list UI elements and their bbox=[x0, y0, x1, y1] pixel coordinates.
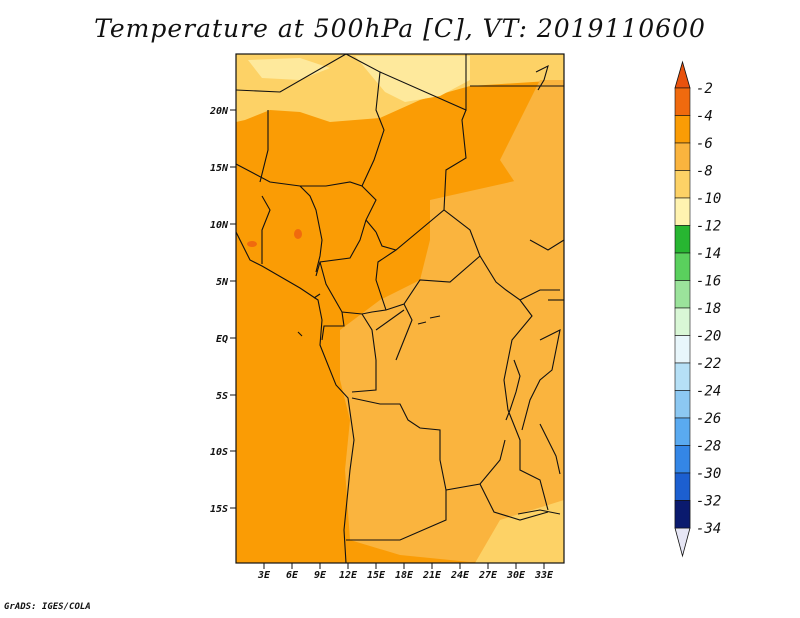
lon-tick-15e: 15E bbox=[367, 563, 386, 581]
lon-tick-27e: 27E bbox=[478, 563, 498, 581]
colorbar-box-17 bbox=[674, 500, 691, 529]
chart-title: Temperature at 500hPa [C], VT: 201911060… bbox=[94, 14, 706, 43]
lon-tick-12e: 12E bbox=[339, 563, 358, 581]
colorbar-labels: -2 -4 -6 -8 -10 -12 -14 -16 -18 -20 -22 … bbox=[696, 81, 721, 537]
lon-tick-3e: 3E bbox=[257, 563, 271, 581]
colorbar: -2 -4 -6 -8 -10 -12 -14 -16 -18 -20 -22 … bbox=[674, 60, 721, 558]
colorbar-label-m32: -32 bbox=[696, 494, 721, 510]
colorbar-bottom-arrow bbox=[674, 527, 691, 558]
colorbar-box-6 bbox=[674, 225, 691, 254]
colorbar-box-7 bbox=[674, 252, 691, 281]
map-frame bbox=[235, 53, 565, 564]
colorbar-label-m28: -28 bbox=[696, 439, 721, 455]
colorbar-label-m2: -2 bbox=[696, 81, 713, 97]
colorbar-label-m10: -10 bbox=[696, 191, 721, 207]
colorbar-label-m26: -26 bbox=[696, 411, 721, 427]
lon-label-24e: 24E bbox=[450, 570, 470, 581]
lon-tick-24e: 24E bbox=[450, 563, 470, 581]
colorbar-label-m22: -22 bbox=[696, 356, 721, 372]
colorbar-label-m16: -16 bbox=[696, 274, 721, 290]
colorbar-box-5 bbox=[674, 197, 691, 226]
colorbar-box-2 bbox=[674, 115, 691, 144]
colorbar-label-m6: -6 bbox=[696, 136, 713, 152]
lat-tick-10n: 10N bbox=[210, 220, 236, 231]
lon-label-21e: 21E bbox=[422, 570, 442, 581]
lat-tick-15n: 15N bbox=[210, 163, 236, 174]
lon-label-9e: 9E bbox=[314, 570, 327, 581]
colorbar-label-m4: -4 bbox=[696, 109, 713, 125]
colorbar-box-11 bbox=[674, 362, 691, 391]
lat-label-10n: 10N bbox=[210, 220, 229, 231]
lat-label-5s: 5S bbox=[216, 391, 228, 402]
colorbar-box-4 bbox=[674, 170, 691, 199]
country-borders bbox=[235, 53, 565, 564]
warm-spot-2 bbox=[247, 241, 257, 247]
colorbar-box-9 bbox=[674, 307, 691, 336]
lat-label-20n: 20N bbox=[209, 106, 229, 117]
lon-tick-30e: 30E bbox=[506, 563, 526, 581]
lat-label-5n: 5N bbox=[216, 277, 229, 288]
lon-tick-21e: 21E bbox=[422, 563, 442, 581]
contour-north-pale bbox=[355, 56, 470, 102]
lat-tick-10s: 10S bbox=[210, 447, 236, 458]
grads-credit: GrADS: IGES/COLA bbox=[4, 602, 91, 612]
lon-label-27e: 27E bbox=[478, 570, 498, 581]
colorbar-label-m14: -14 bbox=[696, 246, 721, 262]
lon-tick-6e: 6E bbox=[286, 563, 299, 581]
lon-label-18e: 18E bbox=[395, 570, 414, 581]
colorbar-box-3 bbox=[674, 142, 691, 171]
lat-tick-5n: 5N bbox=[216, 277, 236, 288]
map-panel: 20N 15N 10N 5N EQ 5S bbox=[209, 53, 565, 581]
colorbar-label-m20: -20 bbox=[696, 329, 721, 345]
lon-label-6e: 6E bbox=[286, 570, 299, 581]
lon-label-30e: 30E bbox=[506, 570, 526, 581]
lon-tick-33e: 33E bbox=[534, 563, 554, 581]
colorbar-box-12 bbox=[674, 390, 691, 419]
lat-label-15n: 15N bbox=[210, 163, 229, 174]
lon-label-12e: 12E bbox=[339, 570, 358, 581]
colorbar-top-arrow bbox=[674, 60, 691, 89]
colorbar-label-m18: -18 bbox=[696, 301, 721, 317]
colorbar-label-m24: -24 bbox=[696, 384, 721, 400]
lon-label-3e: 3E bbox=[257, 570, 271, 581]
lat-label-15s: 15S bbox=[210, 504, 228, 515]
lat-tick-15s: 15S bbox=[210, 504, 236, 515]
lat-label-eq: EQ bbox=[216, 334, 228, 345]
colorbar-label-m8: -8 bbox=[696, 164, 713, 180]
colorbar-box-10 bbox=[674, 335, 691, 364]
contour-central-band bbox=[340, 170, 564, 562]
contour-southeast-light bbox=[475, 500, 564, 563]
lon-tick-9e: 9E bbox=[314, 563, 327, 581]
colorbar-label-m34: -34 bbox=[696, 521, 721, 537]
colorbar-label-m12: -12 bbox=[696, 219, 721, 235]
lat-tick-5s: 5S bbox=[216, 391, 236, 402]
lat-tick-20n: 20N bbox=[209, 106, 236, 117]
lat-tick-eq: EQ bbox=[216, 334, 236, 345]
colorbar-box-8 bbox=[674, 280, 691, 309]
latitude-axis: 20N 15N 10N 5N EQ 5S bbox=[209, 106, 236, 515]
colorbar-box-1 bbox=[674, 87, 691, 116]
lon-label-33e: 33E bbox=[534, 570, 554, 581]
lon-tick-18e: 18E bbox=[395, 563, 414, 581]
warm-spot-1 bbox=[294, 229, 302, 239]
contour-east-band bbox=[500, 80, 564, 200]
colorbar-box-15 bbox=[674, 472, 691, 501]
lon-label-15e: 15E bbox=[367, 570, 386, 581]
colorbar-box-13 bbox=[674, 417, 691, 446]
colorbar-box-14 bbox=[674, 445, 691, 474]
lat-label-10s: 10S bbox=[210, 447, 228, 458]
colorbar-label-m30: -30 bbox=[696, 466, 721, 482]
longitude-axis: 3E 6E 9E 12E 15E 18E 21E 24E 27E 30E 33E bbox=[257, 563, 554, 581]
